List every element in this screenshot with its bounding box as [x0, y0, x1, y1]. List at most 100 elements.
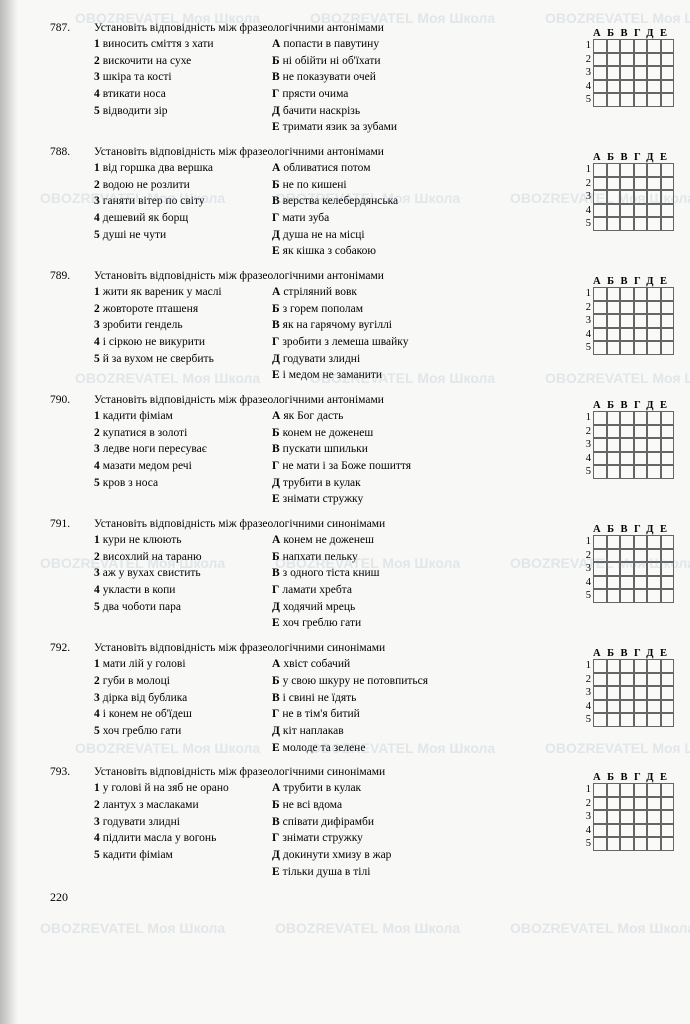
grid-cell[interactable] — [620, 217, 634, 231]
grid-cell[interactable] — [607, 452, 621, 466]
grid-cell[interactable] — [593, 659, 607, 673]
grid-cell[interactable] — [620, 204, 634, 218]
grid-cell[interactable] — [634, 659, 648, 673]
grid-cell[interactable] — [647, 810, 661, 824]
grid-cell[interactable] — [661, 810, 675, 824]
grid-cell[interactable] — [593, 93, 607, 107]
grid-cell[interactable] — [634, 328, 648, 342]
grid-cell[interactable] — [620, 783, 634, 797]
grid-cell[interactable] — [634, 783, 648, 797]
grid-cell[interactable] — [593, 217, 607, 231]
grid-cell[interactable] — [647, 190, 661, 204]
grid-cell[interactable] — [607, 576, 621, 590]
grid-cell[interactable] — [620, 93, 634, 107]
grid-cell[interactable] — [634, 713, 648, 727]
grid-cell[interactable] — [593, 301, 607, 315]
grid-cell[interactable] — [607, 673, 621, 687]
grid-cell[interactable] — [647, 783, 661, 797]
grid-cell[interactable] — [607, 217, 621, 231]
grid-cell[interactable] — [593, 341, 607, 355]
grid-cell[interactable] — [620, 576, 634, 590]
grid-cell[interactable] — [661, 438, 675, 452]
grid-cell[interactable] — [620, 287, 634, 301]
grid-cell[interactable] — [634, 425, 648, 439]
grid-cell[interactable] — [647, 39, 661, 53]
grid-cell[interactable] — [593, 425, 607, 439]
grid-cell[interactable] — [647, 686, 661, 700]
grid-cell[interactable] — [607, 700, 621, 714]
grid-cell[interactable] — [647, 589, 661, 603]
grid-cell[interactable] — [634, 80, 648, 94]
grid-cell[interactable] — [620, 80, 634, 94]
grid-cell[interactable] — [634, 824, 648, 838]
grid-cell[interactable] — [593, 411, 607, 425]
grid-cell[interactable] — [647, 673, 661, 687]
grid-cell[interactable] — [607, 190, 621, 204]
grid-cell[interactable] — [620, 438, 634, 452]
grid-cell[interactable] — [661, 53, 675, 67]
grid-cell[interactable] — [607, 438, 621, 452]
grid-cell[interactable] — [647, 53, 661, 67]
grid-cell[interactable] — [661, 93, 675, 107]
grid-cell[interactable] — [607, 93, 621, 107]
grid-cell[interactable] — [593, 824, 607, 838]
grid-cell[interactable] — [634, 700, 648, 714]
grid-cell[interactable] — [634, 314, 648, 328]
grid-cell[interactable] — [620, 589, 634, 603]
grid-cell[interactable] — [607, 411, 621, 425]
grid-cell[interactable] — [620, 301, 634, 315]
grid-cell[interactable] — [661, 837, 675, 851]
grid-cell[interactable] — [607, 824, 621, 838]
grid-cell[interactable] — [620, 686, 634, 700]
grid-cell[interactable] — [607, 549, 621, 563]
grid-cell[interactable] — [634, 93, 648, 107]
grid-cell[interactable] — [647, 659, 661, 673]
grid-cell[interactable] — [647, 217, 661, 231]
grid-cell[interactable] — [593, 549, 607, 563]
grid-cell[interactable] — [634, 465, 648, 479]
grid-cell[interactable] — [634, 686, 648, 700]
grid-cell[interactable] — [607, 328, 621, 342]
grid-cell[interactable] — [620, 797, 634, 811]
grid-cell[interactable] — [620, 66, 634, 80]
grid-cell[interactable] — [661, 287, 675, 301]
grid-cell[interactable] — [634, 837, 648, 851]
grid-cell[interactable] — [647, 163, 661, 177]
grid-cell[interactable] — [607, 204, 621, 218]
grid-cell[interactable] — [634, 438, 648, 452]
grid-cell[interactable] — [634, 589, 648, 603]
grid-cell[interactable] — [593, 452, 607, 466]
grid-cell[interactable] — [593, 66, 607, 80]
grid-cell[interactable] — [607, 713, 621, 727]
grid-cell[interactable] — [647, 713, 661, 727]
grid-cell[interactable] — [593, 177, 607, 191]
grid-cell[interactable] — [593, 163, 607, 177]
grid-cell[interactable] — [620, 562, 634, 576]
grid-cell[interactable] — [620, 824, 634, 838]
grid-cell[interactable] — [593, 576, 607, 590]
grid-cell[interactable] — [607, 783, 621, 797]
grid-cell[interactable] — [620, 549, 634, 563]
grid-cell[interactable] — [634, 204, 648, 218]
grid-cell[interactable] — [593, 700, 607, 714]
grid-cell[interactable] — [607, 177, 621, 191]
grid-cell[interactable] — [620, 837, 634, 851]
grid-cell[interactable] — [647, 80, 661, 94]
grid-cell[interactable] — [634, 66, 648, 80]
grid-cell[interactable] — [593, 562, 607, 576]
grid-cell[interactable] — [647, 411, 661, 425]
grid-cell[interactable] — [607, 39, 621, 53]
grid-cell[interactable] — [647, 549, 661, 563]
grid-cell[interactable] — [661, 824, 675, 838]
grid-cell[interactable] — [661, 659, 675, 673]
grid-cell[interactable] — [607, 562, 621, 576]
grid-cell[interactable] — [620, 53, 634, 67]
grid-cell[interactable] — [620, 659, 634, 673]
grid-cell[interactable] — [661, 425, 675, 439]
grid-cell[interactable] — [634, 549, 648, 563]
grid-cell[interactable] — [661, 535, 675, 549]
grid-cell[interactable] — [634, 576, 648, 590]
grid-cell[interactable] — [634, 39, 648, 53]
grid-cell[interactable] — [647, 204, 661, 218]
grid-cell[interactable] — [647, 66, 661, 80]
